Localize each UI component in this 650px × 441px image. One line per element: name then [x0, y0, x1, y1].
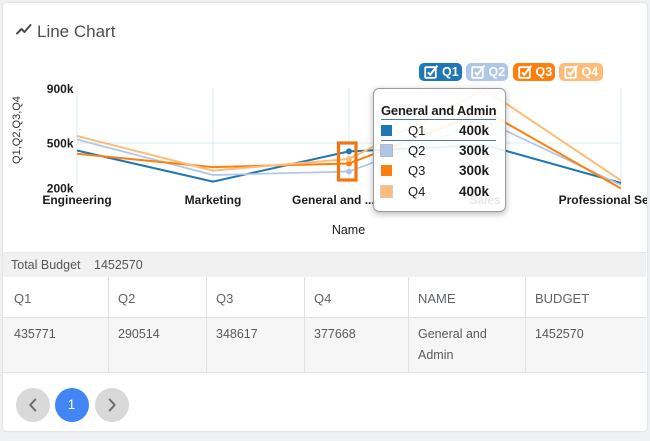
- svg-text:Engineering: Engineering: [42, 193, 111, 207]
- svg-text:500k: 500k: [47, 137, 74, 151]
- svg-text:900k: 900k: [47, 82, 74, 96]
- svg-text:Professional Services: Professional Services: [559, 193, 647, 207]
- svg-text:General and ...: General and ...: [292, 193, 375, 207]
- svg-text:Name: Name: [332, 223, 365, 237]
- svg-text:Marketing: Marketing: [185, 193, 242, 207]
- svg-text:200k: 200k: [47, 181, 74, 195]
- svg-text:Q1,Q2,Q3,Q4: Q1,Q2,Q3,Q4: [11, 96, 23, 164]
